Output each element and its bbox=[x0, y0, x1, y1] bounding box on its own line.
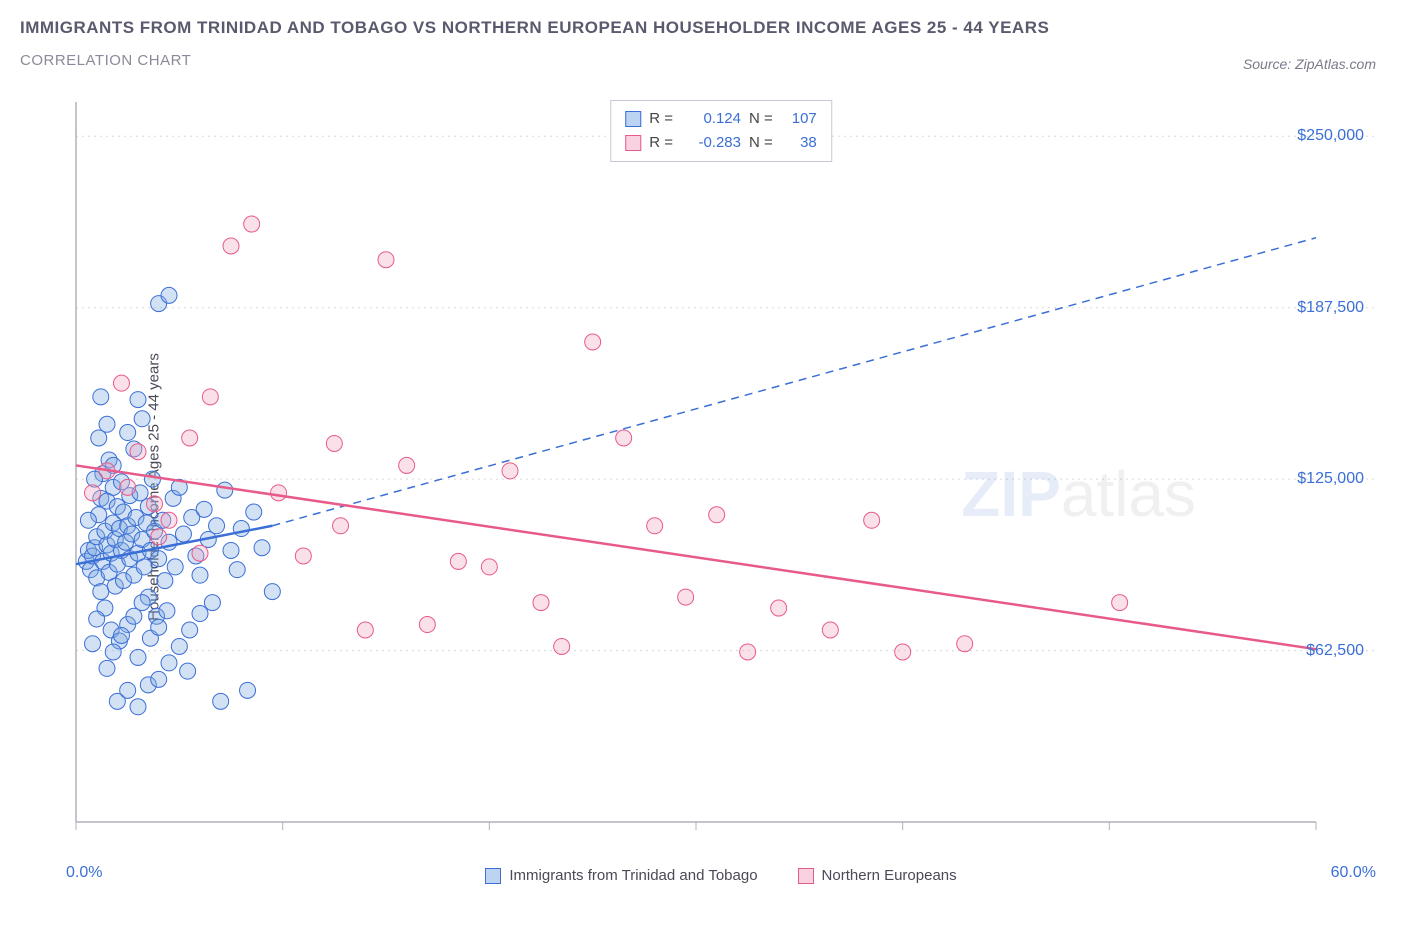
stat-r-value: 0.124 bbox=[681, 107, 741, 131]
series-swatch bbox=[625, 135, 641, 151]
page-title: IMMIGRANTS FROM TRINIDAD AND TOBAGO VS N… bbox=[20, 18, 1406, 38]
y-tick-label: $62,500 bbox=[1306, 642, 1364, 660]
stats-legend-box: R = 0.124 N = 107 R = -0.283 N = 38 bbox=[610, 100, 832, 162]
stat-n-label: N = bbox=[749, 107, 773, 131]
correlation-chart: Householder Income Ages 25 - 44 years ZI… bbox=[20, 92, 1386, 882]
bottom-legend: Immigrants from Trinidad and Tobago North… bbox=[66, 867, 1376, 884]
stat-r-label: R = bbox=[649, 107, 673, 131]
legend-label: Immigrants from Trinidad and Tobago bbox=[509, 867, 757, 884]
y-tick-label: $187,500 bbox=[1297, 299, 1364, 317]
legend-item: Immigrants from Trinidad and Tobago bbox=[485, 867, 757, 884]
stat-r-value: -0.283 bbox=[681, 131, 741, 155]
plot-area: ZIPatlas R =0.124N =107R =-0.283N =38 $6… bbox=[66, 92, 1376, 852]
chart-svg bbox=[66, 92, 1376, 852]
stat-n-label: N = bbox=[749, 131, 773, 155]
stat-n-value: 38 bbox=[781, 131, 817, 155]
legend-label: Northern Europeans bbox=[822, 867, 957, 884]
stats-row: R = 0.124 N = 107 bbox=[625, 107, 817, 131]
y-tick-label: $250,000 bbox=[1297, 127, 1364, 145]
series-swatch bbox=[798, 868, 814, 884]
stat-n-value: 107 bbox=[781, 107, 817, 131]
legend-item: Northern Europeans bbox=[798, 867, 957, 884]
y-tick-label: $125,000 bbox=[1297, 470, 1364, 488]
stat-r-label: R = bbox=[649, 131, 673, 155]
subtitle: CORRELATION CHART bbox=[20, 52, 1406, 69]
series-swatch bbox=[625, 111, 641, 127]
series-swatch bbox=[485, 868, 501, 884]
stats-row: R = -0.283 N = 38 bbox=[625, 131, 817, 155]
source-attribution: Source: ZipAtlas.com bbox=[1243, 56, 1376, 72]
